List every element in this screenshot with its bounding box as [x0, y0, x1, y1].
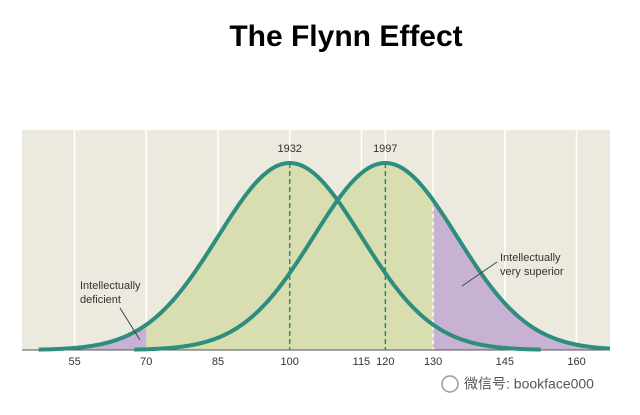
- x-tick-label: 160: [567, 356, 585, 368]
- x-tick-label: 120: [376, 356, 394, 368]
- annotation: deficient: [80, 294, 121, 306]
- annotation-pointer: [461, 261, 498, 287]
- watermark-icon: [441, 375, 459, 393]
- annotation-pointer: [119, 307, 141, 341]
- x-tick-label: 70: [140, 356, 152, 368]
- plot-area: 55 70 85 100 115 120 130 145 160 1932 1997: [22, 130, 611, 368]
- chart-title: The Flynn Effect: [229, 20, 462, 53]
- annotation: Intellectually: [500, 252, 561, 264]
- shade-low: [22, 324, 147, 350]
- shade-middle: [146, 163, 434, 350]
- x-tick-label: 115: [353, 356, 371, 368]
- x-tick-label: 85: [212, 356, 224, 368]
- shade-high: [433, 200, 610, 350]
- x-tick-label: 100: [281, 356, 299, 368]
- watermark: 微信号: bookface000: [464, 376, 594, 392]
- x-tick-label: 145: [496, 356, 514, 368]
- x-tick-label: 130: [424, 356, 442, 368]
- annotation: very superior: [500, 266, 564, 278]
- series-label: 1997: [373, 143, 397, 155]
- x-tick-label: 55: [68, 356, 80, 368]
- annotation: Intellectually: [80, 280, 141, 292]
- series-label: 1932: [277, 143, 301, 155]
- distribution-curve: [134, 160, 611, 352]
